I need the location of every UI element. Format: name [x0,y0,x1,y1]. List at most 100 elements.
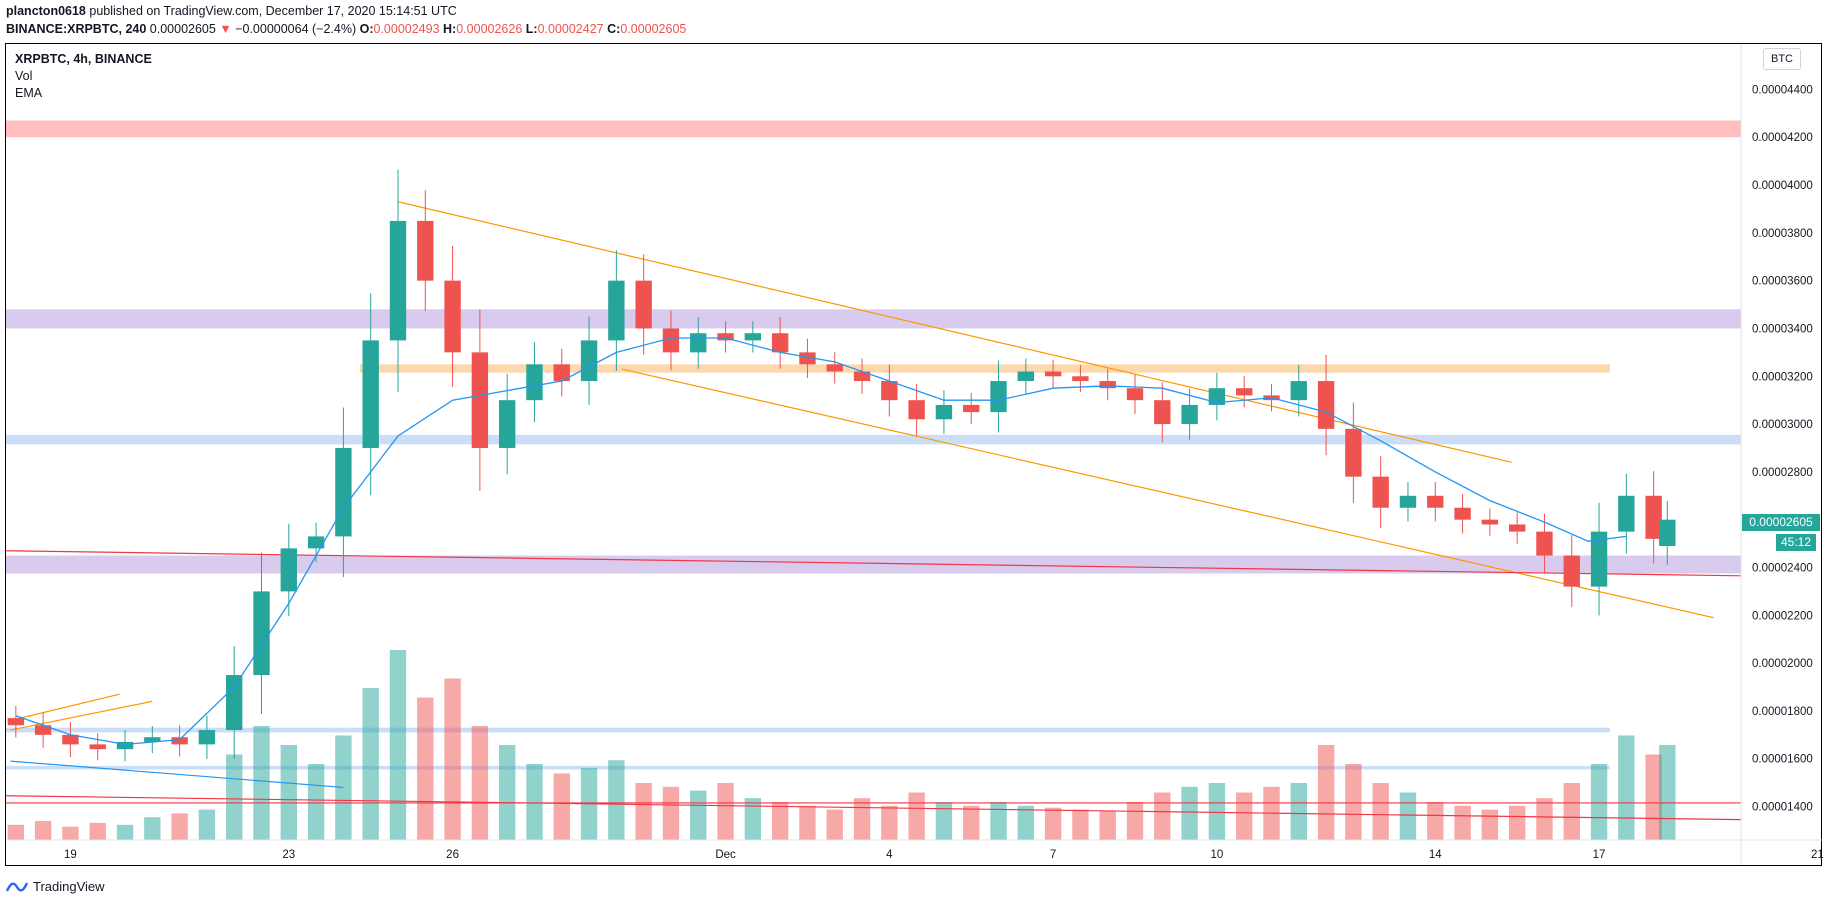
volume-bar [1208,783,1226,840]
footer-brand[interactable]: TradingView [33,879,105,894]
candle-body [799,352,816,365]
volume-bar [1317,745,1335,840]
time-tick-label: 17 [1593,849,1606,861]
volume-bar [690,790,707,840]
time-tick-label: 21 [1811,849,1824,861]
volume-bar [198,809,216,840]
legend-vol[interactable]: Vol [15,69,33,83]
volume-bar [171,813,188,840]
drawn-line [10,700,153,731]
volume-bar [1372,783,1389,840]
candle-body [744,333,762,341]
price-tick-label: 0.00002000 [1752,658,1813,670]
volume-bar [881,805,898,840]
drawn-line [10,693,120,722]
volume-bar [34,821,52,840]
candle-body [1508,524,1526,532]
volume-bar [1427,802,1444,840]
candle-body [1181,404,1198,425]
volume-bar [771,802,789,840]
volume-bar [1345,764,1362,840]
time-tick-label: 14 [1429,849,1442,861]
candle-body [1154,400,1171,425]
current-price-label: 0.00002605 [1742,514,1820,531]
volume-bar [1563,783,1580,840]
volume-bar [963,805,980,840]
candle-body [116,741,134,750]
volume-bar [280,745,297,840]
footer: TradingView [6,879,105,894]
price-tick-label: 0.00002400 [1752,562,1813,574]
volume-bar [1481,809,1499,840]
zone-band [6,434,1741,445]
legend-title[interactable]: XRPBTC, 4h, BINANCE [15,52,152,66]
candle-body [362,340,379,448]
volume-bar [116,824,134,840]
time-tick-label: 7 [1050,849,1056,861]
ema-layer [15,337,1627,746]
candle-body [1017,371,1035,382]
author-name[interactable]: plancton0618 [6,4,86,18]
volume-bar [635,783,652,840]
drawn-line [5,795,1742,821]
price-tick-label: 0.00003200 [1752,371,1813,383]
candle-body [881,381,898,401]
volume-bar [1099,811,1116,840]
volume-bar [1508,805,1526,840]
tradingview-logo-icon [6,881,28,892]
candle-body [144,737,161,742]
zone-band [6,765,1610,770]
drawn-line [10,760,344,789]
last-price: 0.00002605 [149,22,216,36]
volume-bar [526,764,543,840]
candle-body [908,400,925,420]
candle-body [1044,371,1062,377]
candle-body [1399,495,1417,508]
volume-bar [1181,786,1198,840]
candle-body [1481,519,1499,525]
price-tick-label: 0.00001800 [1752,706,1813,718]
volume-bar [990,802,1007,840]
publish-info: plancton0618 published on TradingView.co… [6,4,457,18]
volume-bar [1236,792,1253,840]
candle-body [253,591,270,676]
candle-body [717,333,734,341]
candle-body [1645,495,1662,539]
time-tick-label: 23 [282,849,295,861]
legend-ema[interactable]: EMA [15,86,43,100]
candle-body [1317,381,1335,429]
candle-body [1536,531,1553,556]
volume-bar [471,726,489,840]
volume-bar [717,783,734,840]
candle-body [171,737,188,745]
candle-body [89,744,106,750]
candle-body [7,718,25,726]
candle-body [280,548,297,592]
candle-body [444,280,461,353]
candle-body [580,340,598,382]
candle-body [471,352,489,448]
volume-bar [226,754,243,840]
high-label: H: [443,22,457,36]
currency-button[interactable]: BTC [1763,48,1801,70]
zone-band [6,309,1741,329]
volume-bar [1017,805,1035,840]
price-axis: 0.00004400 0.00004200 0.00004000 0.00003800… [1752,84,1813,813]
volume-bar [1044,807,1062,840]
volume-bar [307,764,325,840]
volume-bar [1290,783,1307,840]
time-tick-label: Dec [715,849,736,861]
candle-body [526,364,543,401]
candle-body [690,333,707,353]
drawn-line [397,201,1512,463]
volume-bar [7,824,25,840]
price-tick-label: 0.00003800 [1752,228,1813,240]
volume-bar [144,817,161,840]
candle-body [963,404,980,413]
volume-bar [335,735,352,840]
open-value: 0.00002493 [373,22,440,36]
time-tick-label: 26 [446,849,459,861]
volume-bar [62,826,79,840]
time-tick-label: 4 [886,849,893,861]
